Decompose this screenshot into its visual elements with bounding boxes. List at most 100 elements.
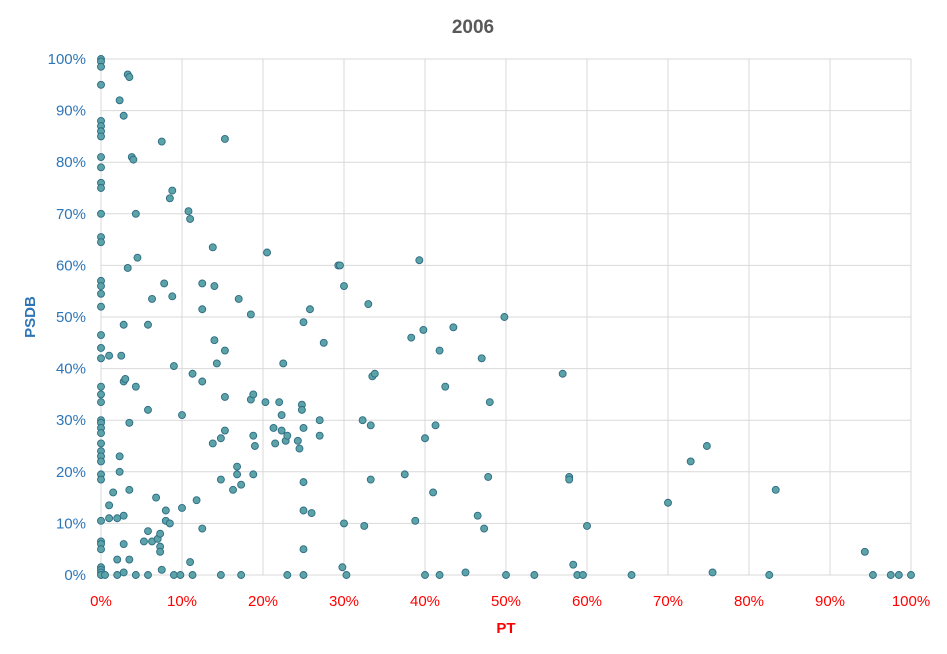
data-point [277, 426, 286, 435]
data-point [160, 279, 169, 288]
data-point [113, 555, 122, 564]
data-point [461, 568, 470, 577]
data-point [579, 571, 587, 579]
data-point [269, 423, 278, 432]
data-point [275, 398, 284, 407]
data-point [119, 111, 128, 120]
data-point [97, 354, 105, 363]
data-point [449, 323, 458, 332]
data-point [97, 516, 105, 525]
data-point [125, 485, 134, 494]
data-point [188, 369, 197, 378]
data-point [216, 434, 225, 443]
data-point [105, 514, 114, 523]
data-point [97, 132, 105, 141]
data-point [627, 571, 636, 579]
data-point [165, 519, 174, 528]
data-point [315, 416, 324, 425]
data-point [220, 426, 229, 435]
data-point [113, 571, 122, 579]
data-point [319, 338, 328, 347]
data-point [131, 209, 140, 218]
data-point [886, 571, 895, 579]
data-point [283, 431, 292, 440]
data-point [216, 571, 225, 579]
data-point [686, 457, 695, 466]
data-point [208, 243, 217, 252]
y-tick-label: 90% [56, 103, 86, 120]
data-point [708, 568, 717, 577]
data-point [133, 253, 142, 262]
data-point [237, 571, 246, 579]
data-point [583, 522, 591, 530]
y-tick-label: 20% [56, 464, 86, 481]
data-point [297, 405, 306, 414]
data-point [144, 571, 152, 579]
data-point [271, 439, 280, 448]
data-point [208, 439, 217, 448]
data-point [186, 215, 195, 223]
data-point [119, 568, 128, 577]
data-point [283, 571, 292, 579]
data-point [342, 571, 351, 579]
data-point [161, 506, 170, 515]
data-point [97, 302, 105, 311]
data-point [502, 571, 510, 579]
data-point [407, 333, 416, 342]
data-point [441, 382, 450, 391]
data-point [500, 313, 509, 321]
data-point [97, 238, 105, 247]
data-point [565, 475, 574, 484]
data-point [188, 571, 197, 579]
data-point [97, 80, 105, 89]
data-point [569, 560, 578, 569]
data-point [125, 418, 134, 427]
data-point [435, 571, 444, 579]
data-point [702, 442, 711, 450]
x-tick-label: 100% [892, 593, 930, 610]
x-tick-label: 50% [491, 593, 521, 610]
data-point [168, 292, 177, 301]
data-point [480, 524, 489, 533]
data-point [139, 537, 148, 546]
data-point [299, 506, 308, 515]
data-point [860, 547, 869, 556]
data-point [263, 248, 271, 257]
data-point [907, 571, 915, 579]
data-point [97, 475, 105, 484]
data-point [220, 135, 229, 143]
y-tick-label: 30% [56, 412, 86, 429]
data-point [113, 514, 122, 523]
data-point [156, 529, 165, 538]
data-point [178, 411, 186, 419]
data-point [765, 571, 774, 579]
data-point [293, 436, 302, 445]
x-tick-label: 40% [410, 593, 440, 610]
data-point [156, 547, 165, 556]
data-point [894, 571, 903, 579]
data-point [97, 153, 105, 161]
data-point [249, 470, 258, 479]
data-point [97, 209, 105, 218]
y-tick-label: 0% [64, 567, 86, 584]
data-point [233, 470, 242, 479]
data-point [340, 519, 348, 528]
x-tick-label: 10% [167, 593, 197, 610]
data-point [97, 382, 105, 391]
data-points [97, 55, 915, 579]
x-axis-label: PT [496, 620, 515, 637]
data-point [233, 462, 242, 471]
data-point [131, 382, 140, 391]
data-point [97, 289, 105, 298]
y-tick-label: 50% [56, 309, 86, 326]
data-point [119, 540, 128, 548]
data-point [415, 256, 424, 265]
data-point [250, 442, 259, 450]
data-point [246, 310, 255, 319]
data-point [229, 485, 237, 494]
y-tick-label: 60% [56, 257, 86, 274]
data-point [249, 390, 258, 399]
data-point [169, 362, 178, 370]
data-point [186, 558, 195, 567]
data-point [360, 522, 369, 530]
